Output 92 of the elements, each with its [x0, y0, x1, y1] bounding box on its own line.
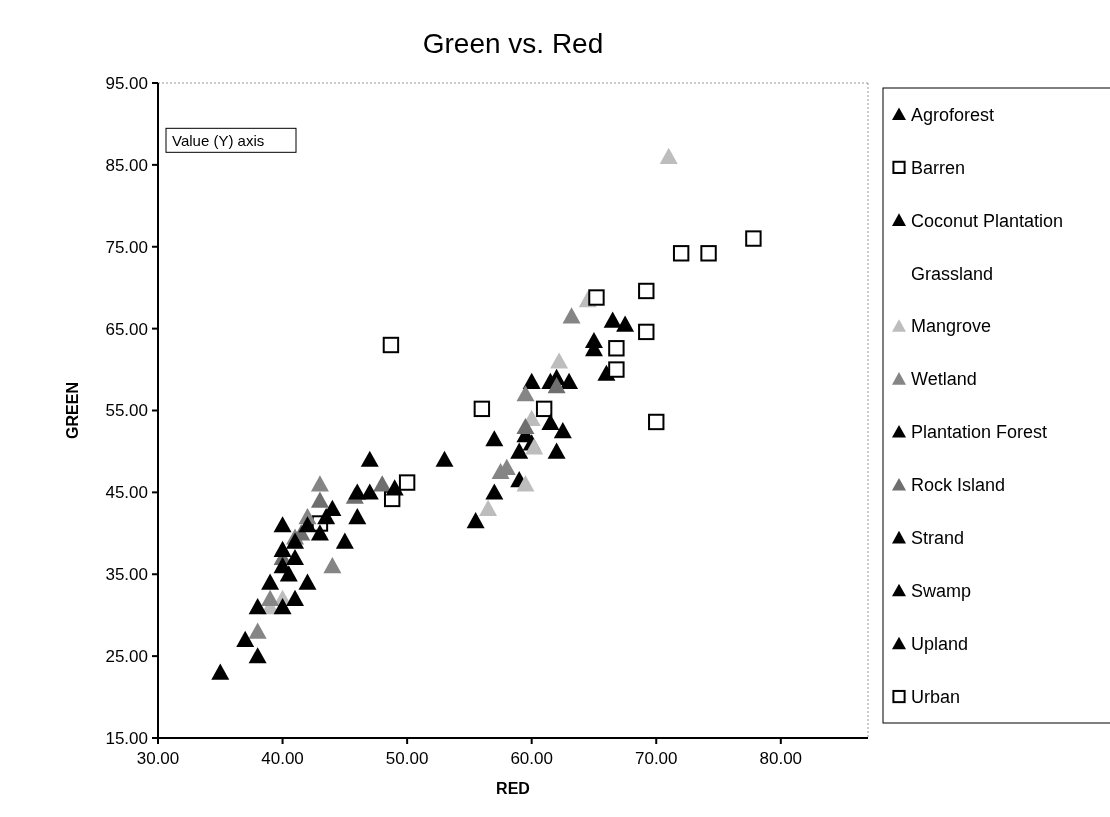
point [298, 573, 317, 590]
point [398, 474, 416, 491]
legend-label: Wetland [911, 369, 977, 390]
point [485, 430, 504, 447]
annotation: Value (Y) axis [172, 131, 265, 149]
point [510, 442, 529, 459]
legend-label: Plantation Forest [911, 422, 1048, 443]
point [310, 475, 329, 492]
point [745, 230, 762, 247]
point [659, 147, 678, 164]
legend-label: Mangrove [911, 316, 992, 337]
point [273, 598, 292, 615]
point [516, 475, 535, 492]
point [261, 589, 280, 607]
point [616, 315, 635, 332]
point [522, 372, 541, 390]
legend-label: Barren [911, 157, 966, 178]
point [360, 450, 379, 467]
point [479, 499, 498, 516]
point [485, 483, 504, 500]
y-tick-label: 15.00 [105, 728, 148, 748]
point [385, 479, 404, 496]
text: Grassland [911, 263, 994, 284]
point [603, 311, 622, 328]
point [273, 516, 292, 533]
point [648, 413, 665, 431]
x-tick-label: 70.00 [634, 749, 678, 768]
point [335, 532, 354, 549]
point [211, 663, 230, 680]
point [286, 589, 305, 607]
point [638, 282, 655, 300]
point [535, 400, 553, 418]
point [286, 532, 305, 549]
legend-label: Coconut Plantation [911, 210, 1064, 231]
y-axis-title: GREEN [64, 382, 81, 439]
point [382, 336, 400, 354]
point [279, 565, 298, 582]
y-tick-label: 25.00 [105, 647, 148, 667]
point [473, 400, 491, 418]
point [348, 507, 367, 525]
point [248, 598, 267, 615]
point [525, 438, 544, 455]
point [261, 573, 280, 590]
point [516, 385, 535, 402]
point [466, 512, 485, 529]
point [608, 361, 625, 378]
y-tick-label: 65.00 [105, 319, 148, 339]
point [286, 548, 305, 566]
point [547, 376, 566, 394]
point [435, 450, 454, 467]
point [310, 524, 329, 541]
y-tick-label: 35.00 [105, 565, 148, 585]
y-tick-label: 45.00 [105, 483, 148, 503]
x-tick-label: 60.00 [510, 749, 553, 768]
x-tick-label: 50.00 [385, 749, 429, 768]
point [672, 245, 690, 262]
chart-title: Green vs. Red [422, 28, 604, 59]
point [608, 340, 625, 357]
point [298, 516, 317, 533]
legend-label: Upland [911, 633, 969, 654]
point [560, 372, 579, 390]
point [323, 557, 342, 574]
point [248, 647, 267, 664]
point [638, 323, 655, 341]
point [700, 245, 717, 262]
legend-label: Urban [911, 686, 961, 707]
y-tick-label: 85.00 [105, 155, 148, 175]
point [236, 630, 255, 647]
legend-label: Rock Island [911, 475, 1006, 496]
y-tick-label: 55.00 [105, 401, 148, 421]
y-tick-label: 95.00 [105, 73, 148, 93]
x-tick-label: 40.00 [261, 749, 304, 768]
point [562, 307, 581, 324]
point [273, 540, 292, 557]
x-tick-label: 30.00 [136, 749, 180, 768]
legend-label: Agroforest [911, 104, 995, 125]
point [248, 622, 267, 639]
point [550, 352, 569, 369]
point [553, 421, 572, 439]
point [491, 462, 510, 480]
point [541, 413, 560, 430]
y-tick-label: 75.00 [105, 237, 148, 257]
point [373, 475, 392, 492]
point [588, 289, 605, 306]
point [360, 483, 379, 500]
point [547, 442, 566, 459]
point [310, 491, 329, 508]
legend-label: Swamp [911, 581, 972, 602]
x-axis-title: RED [496, 780, 530, 797]
legend-label: Strand [911, 528, 965, 549]
x-tick-label: 80.00 [759, 749, 803, 768]
point [516, 417, 535, 435]
